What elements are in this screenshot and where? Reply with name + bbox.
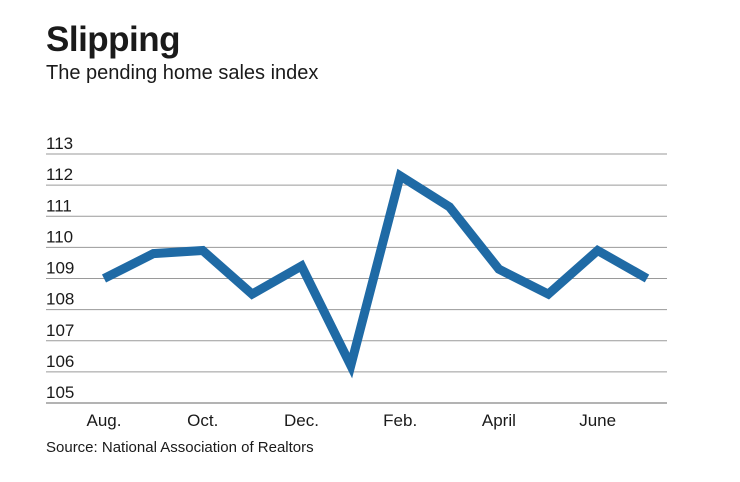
y-tick-label: 105 (46, 383, 74, 402)
y-tick-label: 110 (46, 227, 73, 246)
source-note: Source: National Association of Realtors (46, 439, 314, 456)
x-tick-label: Dec. (284, 411, 319, 430)
x-axis-ticks: Aug. Oct. Dec. Feb. April June (87, 411, 617, 430)
y-tick-label: 113 (46, 134, 73, 153)
y-tick-label: 112 (46, 165, 73, 184)
y-tick-label: 109 (46, 259, 74, 278)
series (101, 168, 650, 379)
chart-title: Slipping (46, 20, 181, 59)
x-tick-label: June (579, 411, 616, 430)
chart-subtitle: The pending home sales index (46, 62, 319, 84)
x-tick-label: Aug. (87, 411, 122, 430)
y-axis-ticks: 105 106 107 108 109 110 111 112 113 (46, 134, 74, 402)
x-tick-label: Oct. (187, 411, 218, 430)
y-tick-label: 108 (46, 290, 74, 309)
y-tick-label: 106 (46, 352, 74, 371)
gridlines (46, 153, 667, 404)
x-tick-label: Feb. (383, 411, 417, 430)
x-tick-label: April (482, 411, 516, 430)
y-tick-label: 111 (46, 196, 72, 215)
series-line-pending-home-sales (101, 168, 650, 379)
y-tick-label: 107 (46, 321, 74, 340)
